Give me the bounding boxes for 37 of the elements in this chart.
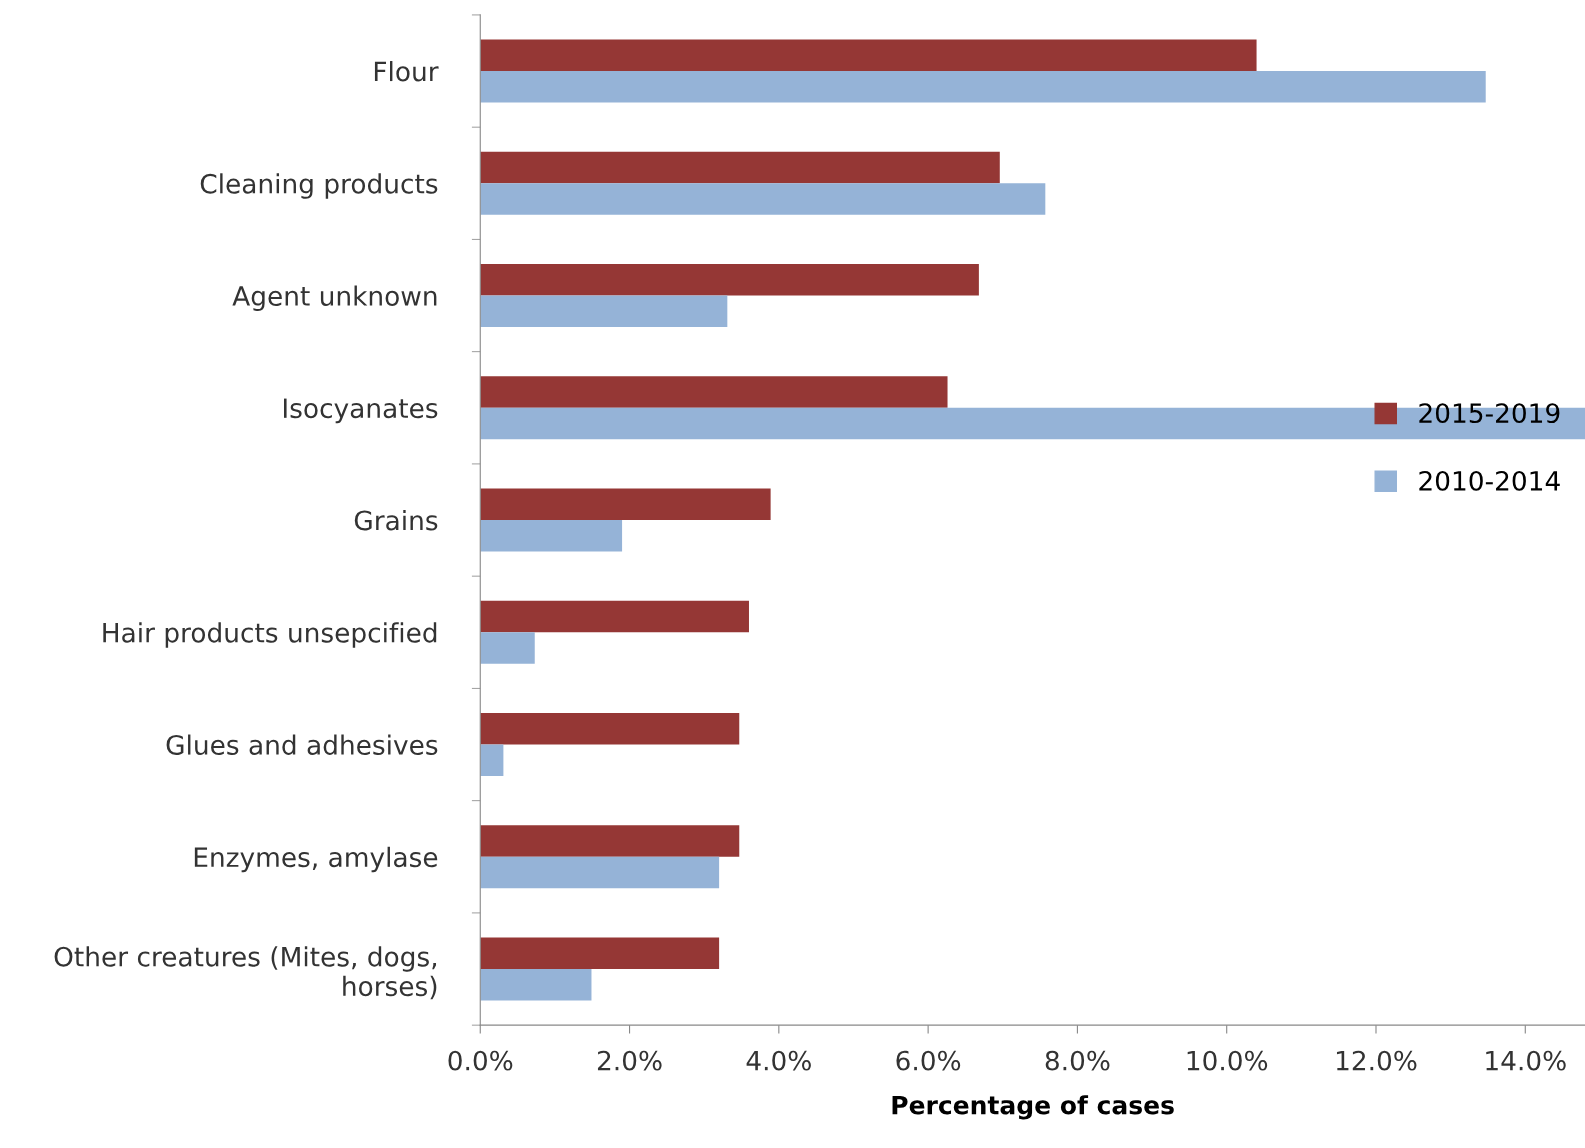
bar (480, 937, 720, 970)
legend-label: 2015-2019 (1419, 403, 1560, 424)
legend-label: 2010-2014 (1419, 470, 1560, 491)
bar (480, 264, 979, 296)
x-tick-label: 12.0% (1336, 1050, 1417, 1071)
x-tick-label: 14.0% (1486, 1050, 1566, 1071)
y-tick-label: Enzymes, amylase (194, 846, 438, 873)
x-tick-label: 10.0% (1187, 1050, 1268, 1071)
bar (480, 39, 1257, 72)
bar (480, 744, 504, 776)
bar (480, 183, 1046, 215)
bar (480, 295, 728, 327)
x-tick-label: 2.0% (597, 1050, 662, 1071)
y-tick-label: Isocyanates (283, 398, 438, 424)
y-tick-label: Hair products unsepcified (103, 622, 437, 648)
y-tick-label: Grains (354, 510, 438, 531)
x-tick-label: 4.0% (746, 1050, 811, 1071)
bar (480, 856, 720, 889)
bar (480, 151, 1000, 184)
bar (480, 825, 740, 857)
x-tick-label: 0.0% (448, 1050, 513, 1071)
y-tick-label: Glues and adhesives (166, 734, 438, 755)
x-tick-label: 6.0% (896, 1050, 961, 1071)
bar (480, 71, 1486, 103)
y-tick-label: Flour (374, 61, 439, 82)
y-tick-label: Agent unknown (232, 285, 437, 312)
bar (480, 632, 535, 664)
bar (480, 488, 771, 521)
bar (480, 376, 948, 408)
bar (480, 713, 740, 745)
bar (480, 520, 623, 552)
bar (480, 969, 592, 1001)
x-axis-title: Percentage of cases (892, 1095, 1174, 1120)
y-tick-label: Cleaning products (200, 173, 438, 199)
x-tick-label: 8.0% (1045, 1050, 1110, 1071)
y-tick-label: Other creatures (Mites, dogs, horses) (54, 946, 437, 1000)
bar (480, 600, 749, 633)
